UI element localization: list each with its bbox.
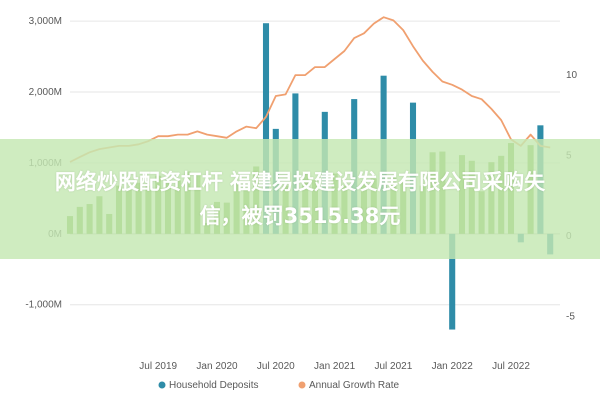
x-tick-label: Jul 2019	[139, 361, 177, 372]
y-left-tick-label: 3,000M	[29, 16, 62, 27]
bar	[449, 233, 456, 330]
legend: Household Deposits Annual Growth Rate	[158, 380, 399, 391]
x-tick-label: Jul 2021	[374, 361, 412, 372]
legend-marker	[298, 381, 306, 389]
x-tick-label: Jan 2021	[314, 361, 356, 372]
y-left-tick-label: 2,000M	[29, 87, 62, 98]
headline-line-1: 网络炒股配资杠杆 福建易投建设发展有限公司采购失	[54, 170, 546, 194]
headline-line-2: 信，被罚3515.38元	[199, 204, 401, 228]
y-right-tick-label: -5	[566, 311, 575, 322]
x-tick-label: Jul 2020	[257, 361, 295, 372]
legend-label: Annual Growth Rate	[309, 380, 399, 391]
headline-overlay: 网络炒股配资杠杆 福建易投建设发展有限公司采购失 信，被罚3515.38元	[0, 139, 600, 259]
bar	[262, 23, 270, 234]
x-axis-ticks: Jul 2019 Jan 2020 Jul 2020 Jan 2021 Jul 2021…	[139, 361, 530, 372]
x-tick-label: Jul 2022	[492, 361, 530, 372]
legend-label: Household Deposits	[169, 380, 259, 391]
x-tick-label: Jan 2022	[432, 361, 474, 372]
x-tick-label: Jan 2020	[196, 361, 238, 372]
y-left-tick-label: -1,000M	[25, 300, 62, 311]
y-right-tick-label: 10	[566, 70, 578, 81]
legend-marker	[158, 381, 166, 389]
